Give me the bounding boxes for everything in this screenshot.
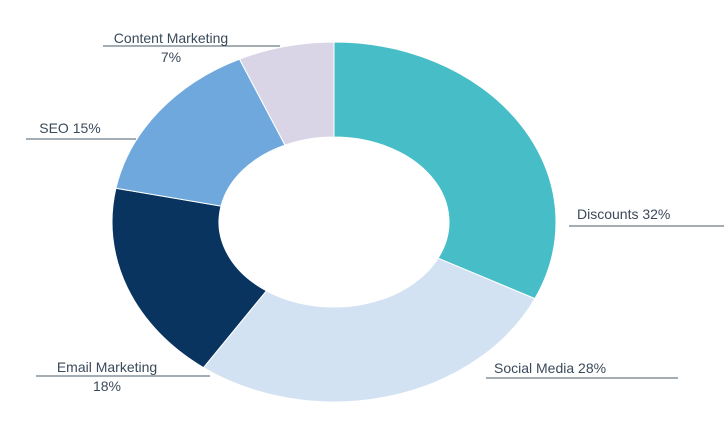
- data-label-discounts: Discounts 32%: [577, 206, 670, 222]
- slice-email-marketing: [111, 187, 268, 369]
- data-label-email-marketing: Email Marketing: [57, 359, 157, 375]
- data-label-social-media: Social Media 28%: [494, 360, 606, 376]
- slice-social-media: [202, 257, 536, 403]
- labels-group: Discounts 32% Social Media 28% Email Marke…: [26, 30, 724, 394]
- data-label-content-marketing-value: 7%: [161, 49, 181, 65]
- slice-content-marketing: [238, 41, 335, 146]
- data-label-email-marketing-value: 18%: [93, 378, 121, 394]
- data-label-content-marketing: Content Marketing: [114, 30, 228, 46]
- slice-discounts: [333, 41, 557, 300]
- slices-group: [111, 41, 557, 403]
- data-label-seo: SEO 15%: [39, 120, 100, 136]
